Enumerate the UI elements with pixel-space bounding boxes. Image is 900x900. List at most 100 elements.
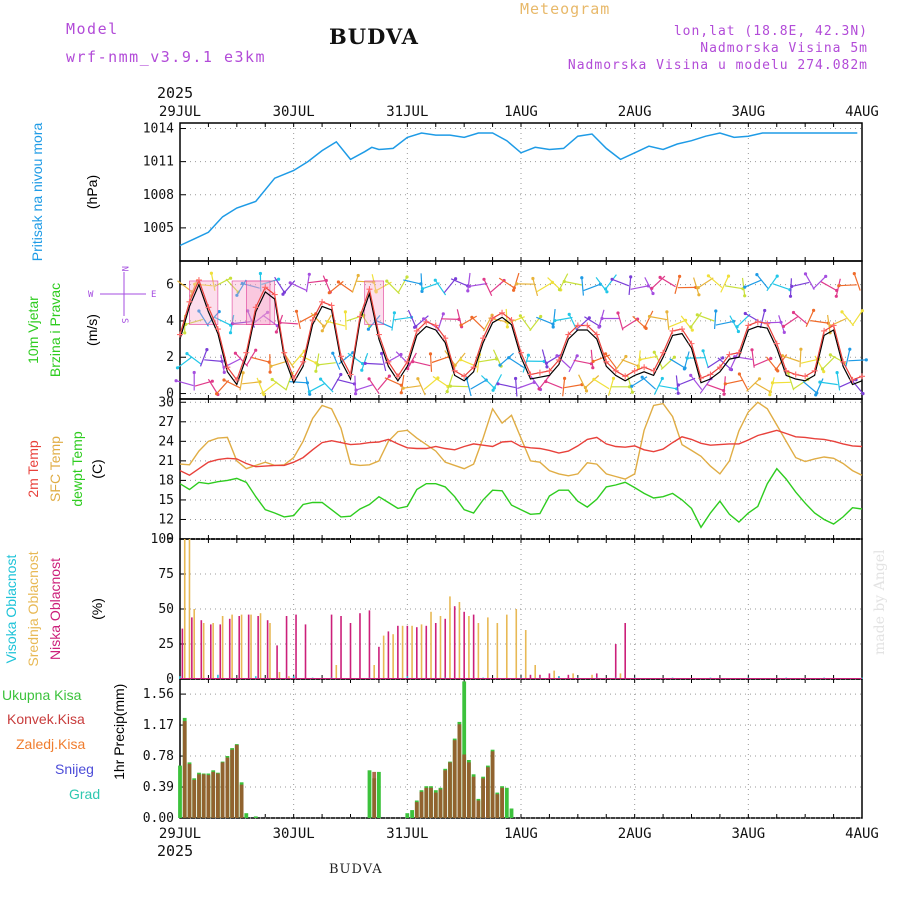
wind-arrow <box>274 276 285 293</box>
wind-marker <box>413 327 420 334</box>
wind-arrow <box>199 349 208 367</box>
wind-arrow <box>766 275 778 292</box>
compass-north: N <box>119 266 129 271</box>
precip-bar-konvek <box>230 749 234 818</box>
wind-arrow-head <box>183 331 187 335</box>
wind-marker <box>470 364 477 371</box>
y-tick-label: 1005 <box>143 221 174 236</box>
wind-arrow-head <box>690 328 694 332</box>
wind-arrow <box>186 353 202 365</box>
x-tick-label-bottom: 31JUL <box>386 826 428 842</box>
wind-arrow-head <box>788 294 793 298</box>
wind-arrow <box>381 353 387 372</box>
wind-arrow-head <box>327 291 331 295</box>
wind-marker <box>565 331 572 338</box>
wind-marker <box>792 371 799 378</box>
wind-marker <box>536 369 543 376</box>
wind-marker <box>404 358 411 365</box>
wind-arrow <box>365 362 384 365</box>
wind-arrow <box>480 375 495 389</box>
wind-arrow-head <box>268 370 272 374</box>
wind-arrow-head <box>864 358 868 362</box>
wind-arrow <box>744 279 762 288</box>
wind-arrow-head <box>852 272 856 276</box>
precip-bar-ukupna <box>462 681 467 818</box>
wind-arrow <box>492 374 503 391</box>
wind-marker <box>432 322 439 329</box>
wind-arrow-head <box>743 285 747 289</box>
wind-arrow <box>336 379 355 385</box>
precip-legend-0: Ukupna Kisa <box>2 687 82 703</box>
wind-arrow <box>791 281 810 287</box>
wind-arrow-head <box>266 310 270 314</box>
wind-marker <box>271 291 278 298</box>
y-tick-label: 4 <box>166 314 174 329</box>
wind-marker <box>262 284 269 291</box>
wind-arrow-head <box>735 325 739 329</box>
wind-arrow-head <box>392 311 396 315</box>
wind-marker <box>679 326 686 333</box>
wind-arrow-head <box>820 367 825 371</box>
wind-arrow <box>471 316 486 331</box>
wind-marker <box>177 331 183 338</box>
wind-unit-label: (m/s) <box>84 314 100 346</box>
wind-arrow <box>279 322 298 325</box>
wind-arrow-head <box>544 379 548 384</box>
wind-arrow-head <box>781 324 786 328</box>
wind-marker <box>290 375 297 382</box>
wind-arrow-head <box>563 376 567 380</box>
wind-arrow-head <box>743 311 747 316</box>
wind-arrow <box>355 384 374 391</box>
wind-arrow <box>644 277 654 294</box>
precip-bar-ukupna <box>405 813 410 818</box>
location-title: BUDVA <box>329 24 419 49</box>
x-tick-label-top: 1AUG <box>504 104 538 120</box>
wind-arrow-head <box>652 350 656 354</box>
precip-bar-konvek <box>201 774 206 818</box>
wind-arrow <box>367 315 381 330</box>
wind-arrow-head <box>496 382 500 386</box>
wind-arrow-head <box>254 348 258 352</box>
wind-arrow-head <box>544 361 549 365</box>
x-tick-label-top: 31JUL <box>386 104 428 120</box>
wind-arrow <box>782 355 800 363</box>
wind-arrow-head <box>288 281 292 285</box>
wind-arrow <box>554 316 573 322</box>
wind-arrow <box>347 352 363 365</box>
wind-arrow <box>289 282 307 291</box>
wind-arrow-head <box>755 273 759 277</box>
wind-arrow <box>607 378 615 396</box>
precip-bar-ukupna <box>410 810 414 818</box>
wind-arrow <box>736 313 751 328</box>
wind-arrow <box>793 312 808 325</box>
wind-arrow-head <box>665 310 669 314</box>
wind-marker <box>641 364 648 371</box>
wind-arrow-head <box>551 325 555 329</box>
wind-arrow-head <box>750 348 754 352</box>
wind-arrow <box>851 310 863 326</box>
wind-arrow-head <box>531 276 535 281</box>
wind-arrow-head <box>405 275 409 279</box>
wind-arrow-head <box>518 314 523 318</box>
wind-arrow-head <box>555 354 559 358</box>
wind-marker <box>593 331 600 338</box>
wind-arrow-head <box>320 329 324 333</box>
wind-arrow <box>391 312 395 331</box>
wind-arrow-head <box>222 378 226 382</box>
wind-arrow <box>851 379 864 394</box>
wind-arrow <box>204 359 223 362</box>
wind-arrow-head <box>775 274 779 278</box>
wind-arrow-head <box>848 347 852 351</box>
wind-arrow-head <box>763 308 767 313</box>
wind-arrow-head <box>630 390 635 394</box>
wind-arrow <box>308 279 327 284</box>
x-year-top: 2025 <box>157 84 193 102</box>
credit-label: made by Angel <box>872 549 888 656</box>
wind-arrow <box>715 320 734 326</box>
wind-arrow <box>746 378 760 392</box>
wind-arrow <box>478 358 497 363</box>
srednja-axis-label: Srednja Oblacnost <box>25 551 41 666</box>
wind-arrow-head <box>537 387 541 391</box>
wind-arrow-head <box>728 367 732 371</box>
